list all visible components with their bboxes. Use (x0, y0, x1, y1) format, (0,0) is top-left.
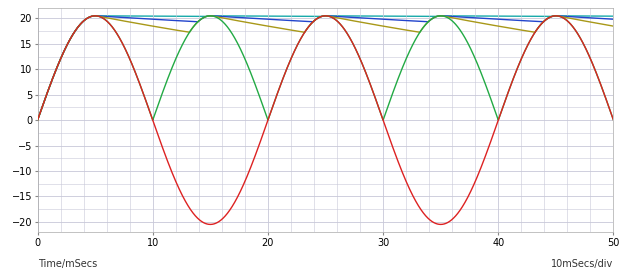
Text: 10mSecs/div: 10mSecs/div (552, 259, 613, 269)
Text: Time/mSecs: Time/mSecs (38, 259, 97, 269)
